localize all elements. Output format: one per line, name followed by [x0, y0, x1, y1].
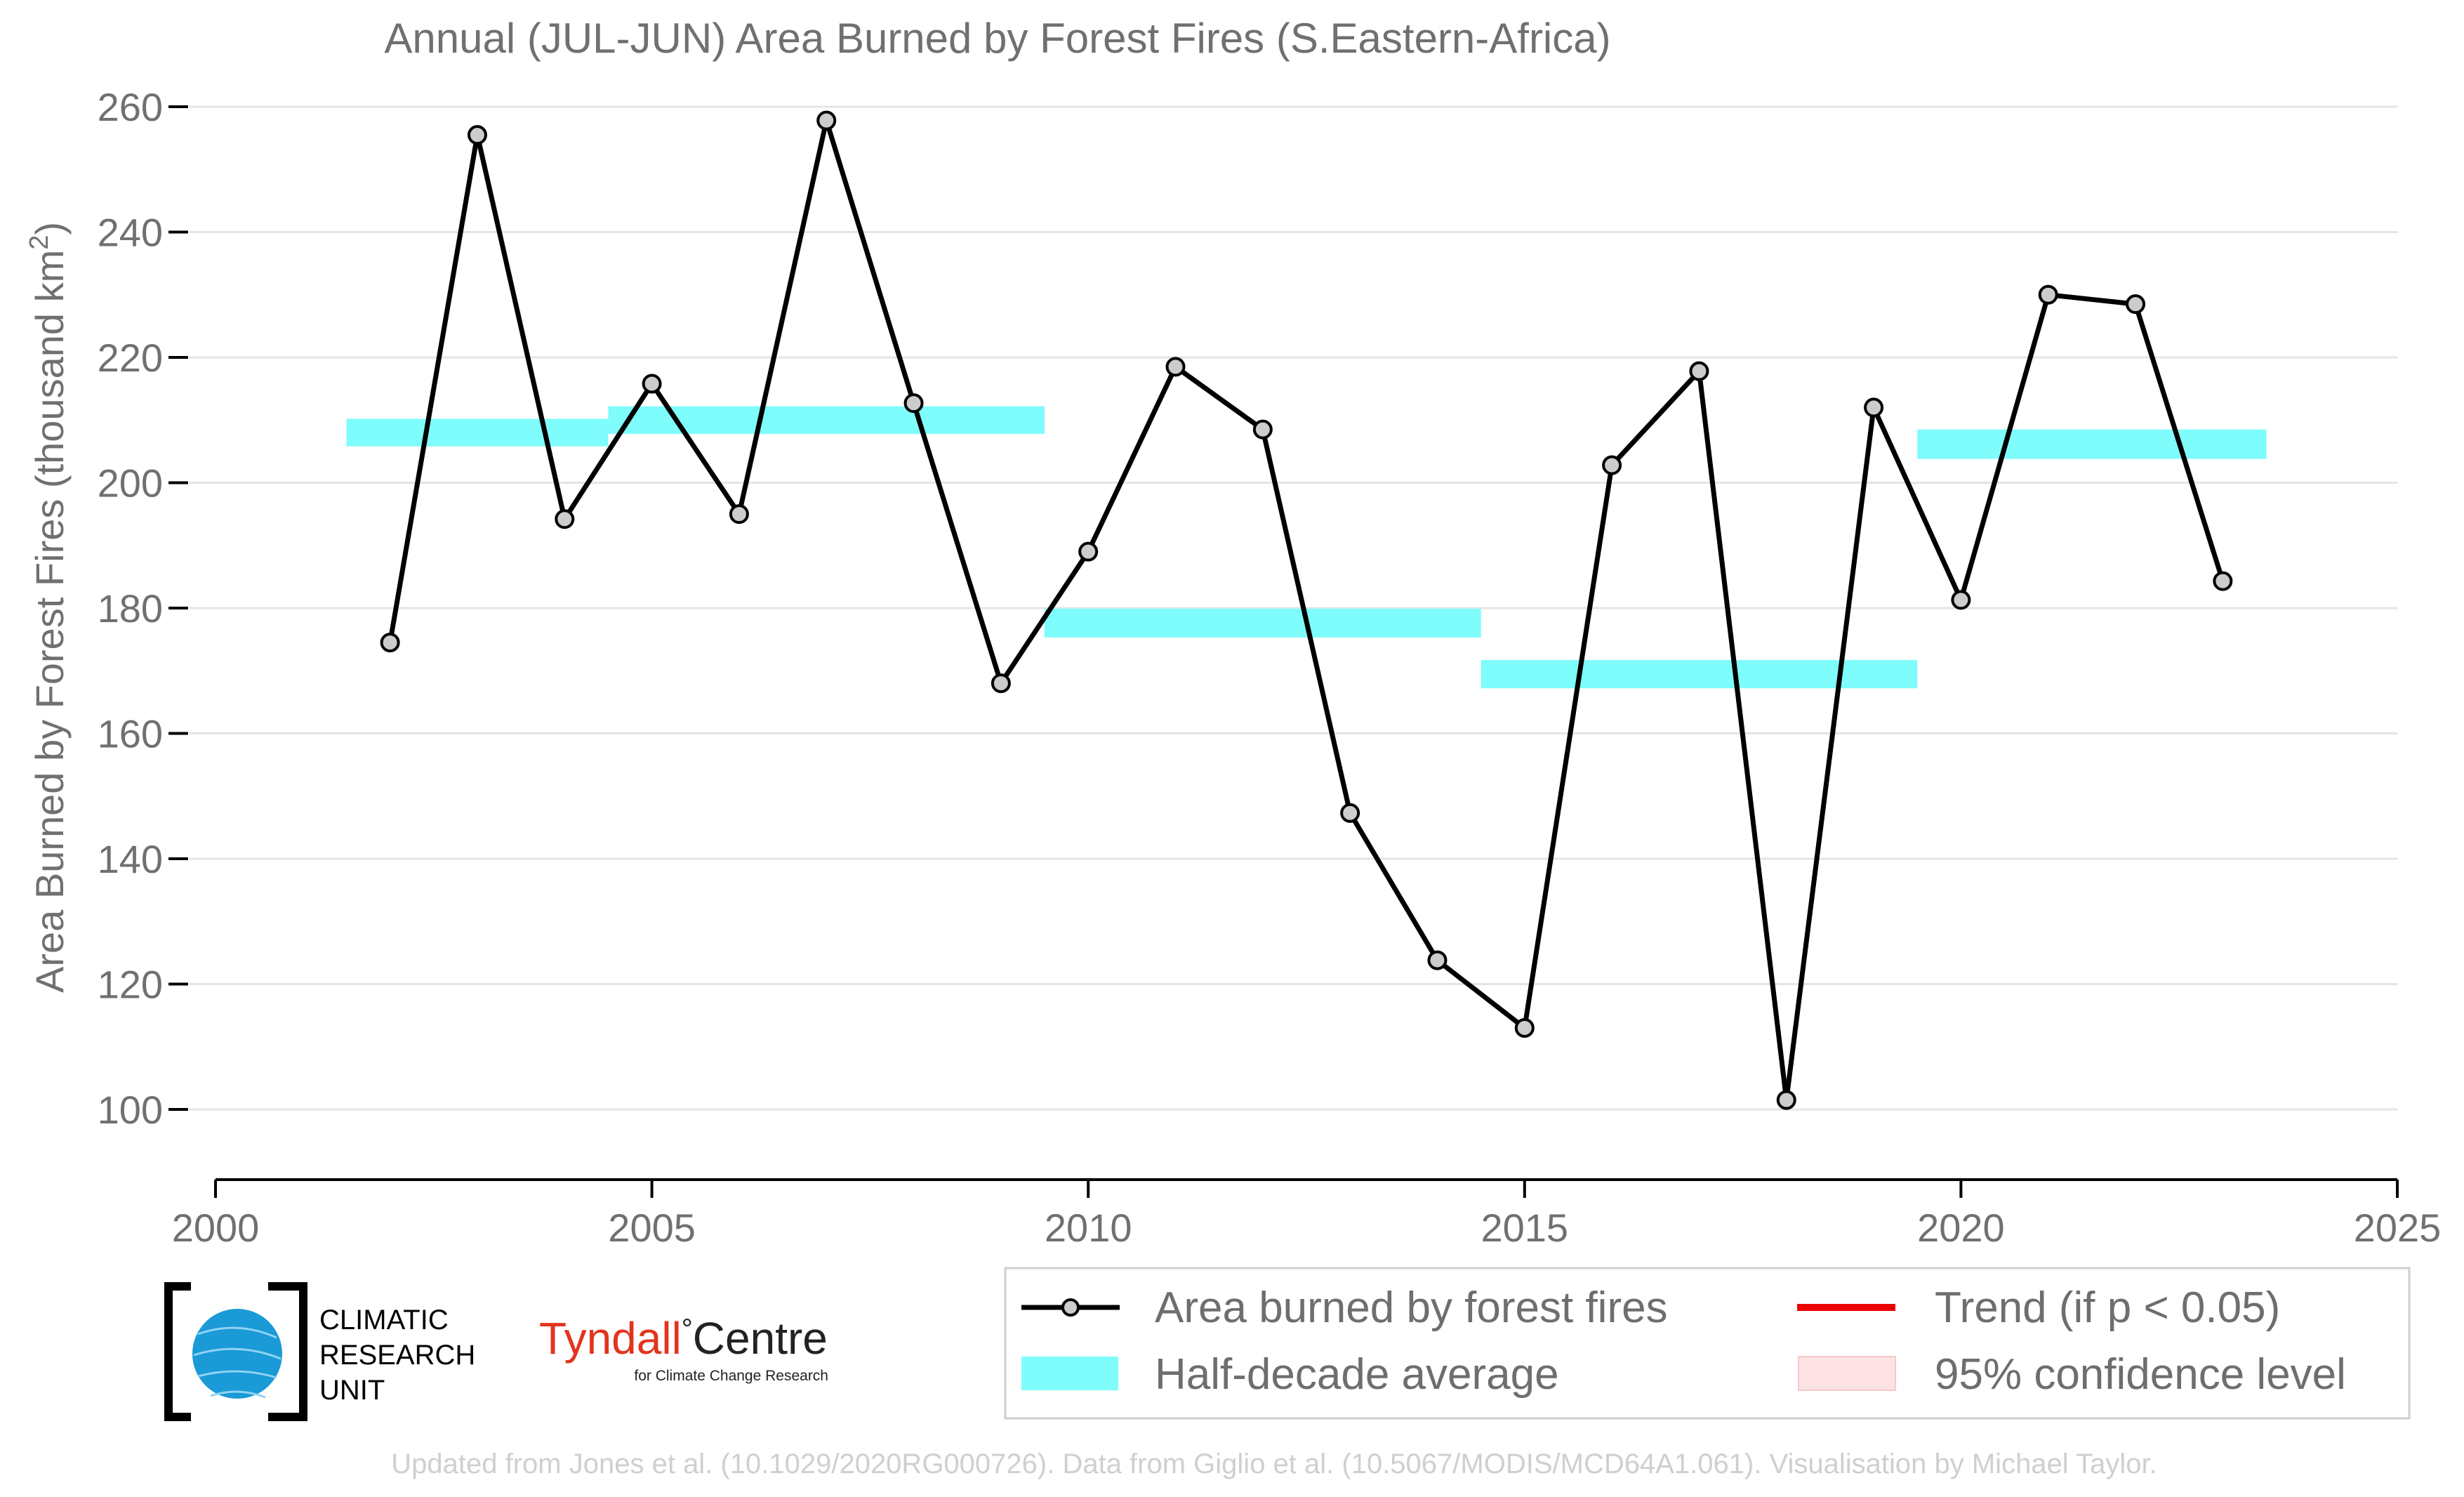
data-point-2023	[2213, 571, 2233, 591]
x-axis: 2000 2005 2010 2015 2020 2025	[172, 1178, 2442, 1250]
y-tick-label-220: 220	[98, 336, 163, 380]
tyndall-logo-subtitle: for Climate Change Research	[634, 1368, 828, 1384]
data-point-2020	[1951, 590, 1971, 610]
x-tick-label-2005: 2005	[608, 1206, 696, 1250]
x-tick-label-2020: 2020	[1917, 1206, 2005, 1250]
data-point-2008	[903, 393, 924, 414]
y-tick-label-140: 140	[98, 837, 163, 881]
cru-logo-text-line1: CLIMATIC	[319, 1305, 449, 1336]
y-tick-label-160: 160	[98, 712, 163, 756]
y-tick-label-180: 180	[98, 586, 163, 631]
tyndall-logo-degree: °	[682, 1314, 693, 1345]
legend: Area burned by forest fires Trend (if p …	[1004, 1267, 2411, 1420]
legend-label-area-burned: Area burned by forest fires	[1155, 1284, 1668, 1332]
data-point-2018	[1776, 1090, 1796, 1110]
tyndall-logo-centre: Centre	[693, 1313, 828, 1364]
tyndall-logo-word: Tyndall	[539, 1313, 682, 1364]
data-point-2015	[1514, 1017, 1535, 1038]
y-tick-label-200: 200	[98, 461, 163, 506]
cru-logo-bracket-right	[268, 1282, 307, 1421]
x-tick-label-2000: 2000	[172, 1206, 260, 1250]
cru-logo-bracket-left	[164, 1282, 191, 1421]
data-point-2009	[991, 673, 1011, 694]
data-point-2022	[2126, 294, 2146, 315]
y-tick-label-260: 260	[98, 85, 163, 129]
data-point-2014	[1427, 950, 1448, 970]
chart-title: Annual (JUL-JUN) Area Burned by Forest F…	[384, 15, 1610, 62]
series-area-burned	[380, 110, 2233, 1110]
data-point-2010	[1078, 541, 1099, 562]
legend-marker-area-burned	[1061, 1298, 1080, 1317]
legend-label-half-decade: Half-decade average	[1155, 1350, 1559, 1399]
data-point-2011	[1165, 357, 1186, 377]
data-point-2019	[1864, 397, 1884, 418]
legend-patch-confidence	[1798, 1356, 1896, 1391]
data-point-2016	[1602, 455, 1622, 475]
y-axis-ticks: 100 120 140 160 180 200 220 240 260	[98, 85, 188, 1132]
footer-credit: Updated from Jones et al. (10.1029/2020R…	[391, 1449, 2157, 1479]
data-point-2004	[555, 509, 575, 529]
data-point-2017	[1689, 361, 1709, 381]
cru-logo-text-line2: RESEARCH	[319, 1340, 475, 1371]
legend-label-trend: Trend (if p < 0.05)	[1935, 1284, 2280, 1332]
grid-lines	[190, 105, 2397, 1111]
data-point-2002	[380, 633, 400, 653]
data-point-2006	[729, 504, 749, 525]
x-tick-label-2015: 2015	[1481, 1206, 1569, 1250]
half-decade-band-3	[1045, 608, 1481, 638]
legend-label-confidence: 95% confidence level	[1935, 1350, 2346, 1399]
data-point-2021	[2038, 284, 2058, 305]
data-point-2003	[467, 125, 487, 145]
y-axis-label-end: )	[27, 222, 72, 235]
x-tick-label-2025: 2025	[2354, 1206, 2442, 1250]
data-point-2005	[642, 374, 662, 394]
tyndall-logo-name: Tyndall°Centre	[539, 1313, 828, 1364]
y-axis-label: Area Burned by Forest Fires (thousand km…	[25, 222, 72, 993]
y-tick-label-240: 240	[98, 211, 163, 255]
y-tick-label-100: 100	[98, 1088, 163, 1132]
legend-patch-half-decade	[1021, 1357, 1118, 1390]
cru-logo-globe-lines	[193, 1326, 281, 1399]
y-axis-label-superscript: 2	[25, 235, 54, 250]
half-decade-band-4	[1481, 660, 1918, 689]
y-axis-label-main: Area Burned by Forest Fires (thousand km	[27, 250, 72, 993]
data-point-2013	[1340, 803, 1360, 823]
x-tick-label-2010: 2010	[1045, 1206, 1132, 1250]
data-point-2007	[816, 110, 837, 131]
y-tick-label-120: 120	[98, 963, 163, 1007]
half-decade-band-5	[1917, 429, 2267, 459]
half-decade-band-1	[346, 418, 609, 447]
tyndall-logo: Tyndall°Centre for Climate Change Resear…	[539, 1313, 828, 1384]
series-line	[388, 118, 2225, 1103]
cru-logo: CLIMATIC RESEARCH UNIT	[164, 1282, 475, 1421]
legend-frame	[1004, 1267, 2411, 1420]
data-point-2012	[1252, 419, 1273, 440]
cru-logo-text-line3: UNIT	[319, 1375, 385, 1406]
